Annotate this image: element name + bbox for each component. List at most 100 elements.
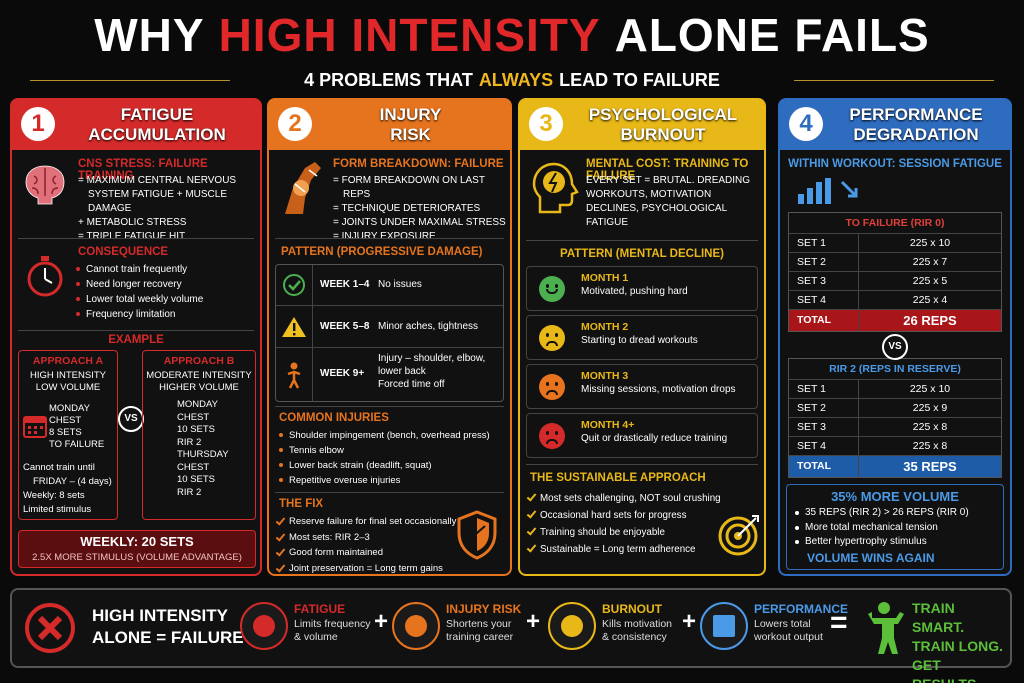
separator — [312, 306, 313, 347]
plan-line: 10 SETS — [177, 424, 216, 435]
fix-item: Most sets: RIR 2–3 — [277, 530, 462, 546]
row-note: Forced time off — [378, 379, 445, 390]
factor-line: & consistency — [602, 631, 667, 643]
face-eye — [546, 333, 549, 337]
subtitle-part: LEAD TO FAILURE — [559, 70, 720, 90]
factor-text: Lowers total workout output — [754, 618, 823, 644]
section-heading: MENTAL COST: TRAINING TO FAILURE — [586, 158, 749, 182]
factor-name: BURNOUT — [602, 602, 662, 616]
summary-item: More total mechanical tension — [793, 521, 999, 536]
face-mouth — [546, 439, 558, 444]
plan-line: TO FAILURE — [49, 439, 105, 450]
approach-item: Occasional hard sets for progress — [528, 507, 728, 524]
summary-item: Better hypertrophy stimulus — [793, 535, 999, 550]
factor-text: Limits frequency & volume — [294, 618, 370, 644]
plan-line: THURSDAY — [177, 449, 229, 460]
face-mouth — [546, 289, 558, 294]
note-line: Limited stimulus — [23, 504, 92, 515]
summary-conclusion: VOLUME WINS AGAIN — [807, 551, 935, 565]
row-label: WEEK 5–8 — [320, 321, 370, 332]
consequence-item: Lower total weekly volume — [74, 292, 259, 307]
mood-face — [539, 325, 565, 351]
total-value: 26 REPS — [903, 313, 957, 328]
panel-title: INJURY RISK — [315, 105, 506, 145]
row-text: No issues — [378, 279, 422, 290]
notes: Cannot train until FRIDAY – (4 days) Week… — [23, 461, 117, 517]
section-heading: COMMON INJURIES — [279, 412, 389, 424]
fix-item: Joint preservation = Long term gains — [277, 561, 462, 577]
cause-item: = FORM BREAKDOWN ON LAST REPS — [333, 175, 485, 200]
panel-fatigue: 1 FATIGUE ACCUMULATION CNS STRESS: FAILUR… — [10, 98, 262, 576]
plan-line: RIR 2 — [177, 486, 202, 498]
set-reps: 225 x 5 — [912, 275, 948, 287]
shield-icon — [457, 510, 497, 560]
verdict-line: HIGH INTENSITY — [92, 606, 229, 625]
pattern-table: WEEK 1–4 No issues WEEK 5–8 Minor aches,… — [275, 264, 504, 402]
panel-number: 3 — [529, 107, 563, 141]
injury-item: Shoulder impingement (bench, overhead pr… — [277, 428, 509, 443]
note-line: Weekly: 8 sets — [23, 490, 85, 501]
face-eye — [555, 333, 558, 337]
total-row: TOTAL 26 REPS — [789, 309, 1001, 331]
summary-box: 35% MORE VOLUME 35 REPS (RIR 2) > 26 REP… — [786, 484, 1004, 570]
set-reps: 225 x 4 — [912, 294, 948, 306]
footer: HIGH INTENSITY ALONE = FAILURE FATIGUE Lim… — [10, 588, 1012, 683]
reps-table: TO FAILURE (RIR 0) SET 1 225 x 10 SET 2 225 … — [788, 212, 1002, 332]
mood-face — [539, 423, 565, 449]
section-heading: PATTERN (MENTAL DECLINE) — [560, 248, 724, 260]
panel-performance: 4 PERFORMANCE DEGRADATION WITHIN WORKOUT:… — [778, 98, 1012, 576]
approach-item: Training should be enjoyable — [528, 524, 728, 541]
face-eye — [546, 431, 549, 435]
factor-icon — [392, 602, 440, 650]
plan-line: CHEST — [49, 415, 82, 426]
panel-burnout: 3 PSYCHOLOGICAL BURNOUT MENTAL COST: TRAI… — [518, 98, 766, 576]
mood-row: MONTH 4+ Quit or drastically reduce train… — [526, 413, 758, 458]
row-label: WEEK 9+ — [320, 368, 365, 379]
face-eye — [555, 382, 558, 386]
plus-sign: + — [526, 608, 541, 635]
pattern-row: WEEK 9+ Injury – shoulder, elbow, lower … — [276, 347, 503, 401]
approach-subtitle: LOW VOLUME — [35, 382, 101, 393]
section-heading: EXAMPLE — [108, 334, 164, 346]
injury-item: Tennis elbow — [277, 443, 509, 458]
factor-name: FATIGUE — [294, 602, 346, 616]
set-label: SET 2 — [789, 399, 859, 417]
table-row: SET 3 225 x 5 — [789, 271, 1001, 290]
joint-icon — [285, 162, 321, 214]
consequence-item: Need longer recovery — [74, 277, 259, 292]
panel-number: 4 — [789, 107, 823, 141]
result-heading: WEEKLY: 20 SETS — [80, 534, 194, 549]
face-eye — [546, 284, 549, 288]
approach-subtitle: HIGHER VOLUME — [159, 382, 239, 393]
row-label: MONTH 2 — [581, 321, 629, 333]
result-line: GET RESULTS. — [912, 657, 980, 683]
approach-title: APPROACH A — [32, 355, 104, 367]
fix-item: Reserve failure for final set occasional… — [277, 514, 462, 530]
panel-title: FATIGUE ACCUMULATION — [58, 105, 256, 145]
row-label: MONTH 3 — [581, 370, 629, 382]
face-mouth — [546, 390, 558, 395]
table-title: TO FAILURE (RIR 0) — [845, 217, 945, 229]
factor-icon — [548, 602, 596, 650]
factor-glyph — [561, 615, 583, 637]
plan-line: MONDAY — [49, 403, 90, 414]
section-heading: PATTERN (PROGRESSIVE DAMAGE) — [281, 246, 483, 258]
factor-text: Kills motivation & consistency — [602, 618, 672, 644]
row-text: Starting to dread workouts — [581, 335, 698, 346]
row-label: MONTH 4+ — [581, 419, 635, 431]
fail-icon — [25, 603, 75, 653]
factor-line: training career — [446, 631, 514, 643]
panel-number: 1 — [21, 107, 55, 141]
set-reps: 225 x 10 — [909, 237, 951, 249]
approach-item: Most sets challenging, NOT soul crushing — [528, 490, 728, 507]
face-eye — [555, 284, 558, 288]
plan-line: 8 SETS — [49, 427, 82, 438]
cause-item: = MAXIMUM CENTRAL NERVOUS SYSTEM FATIGUE… — [78, 175, 237, 214]
injury-item: Lower back strain (deadlift, squat) — [277, 458, 509, 473]
subtitle-highlight: ALWAYS — [478, 70, 554, 90]
approach-b: APPROACH B MODERATE INTENSITY HIGHER VOLU… — [142, 350, 256, 520]
consequence-item: Frequency limitation — [74, 307, 259, 322]
face-eye — [546, 382, 549, 386]
divider — [275, 406, 504, 407]
